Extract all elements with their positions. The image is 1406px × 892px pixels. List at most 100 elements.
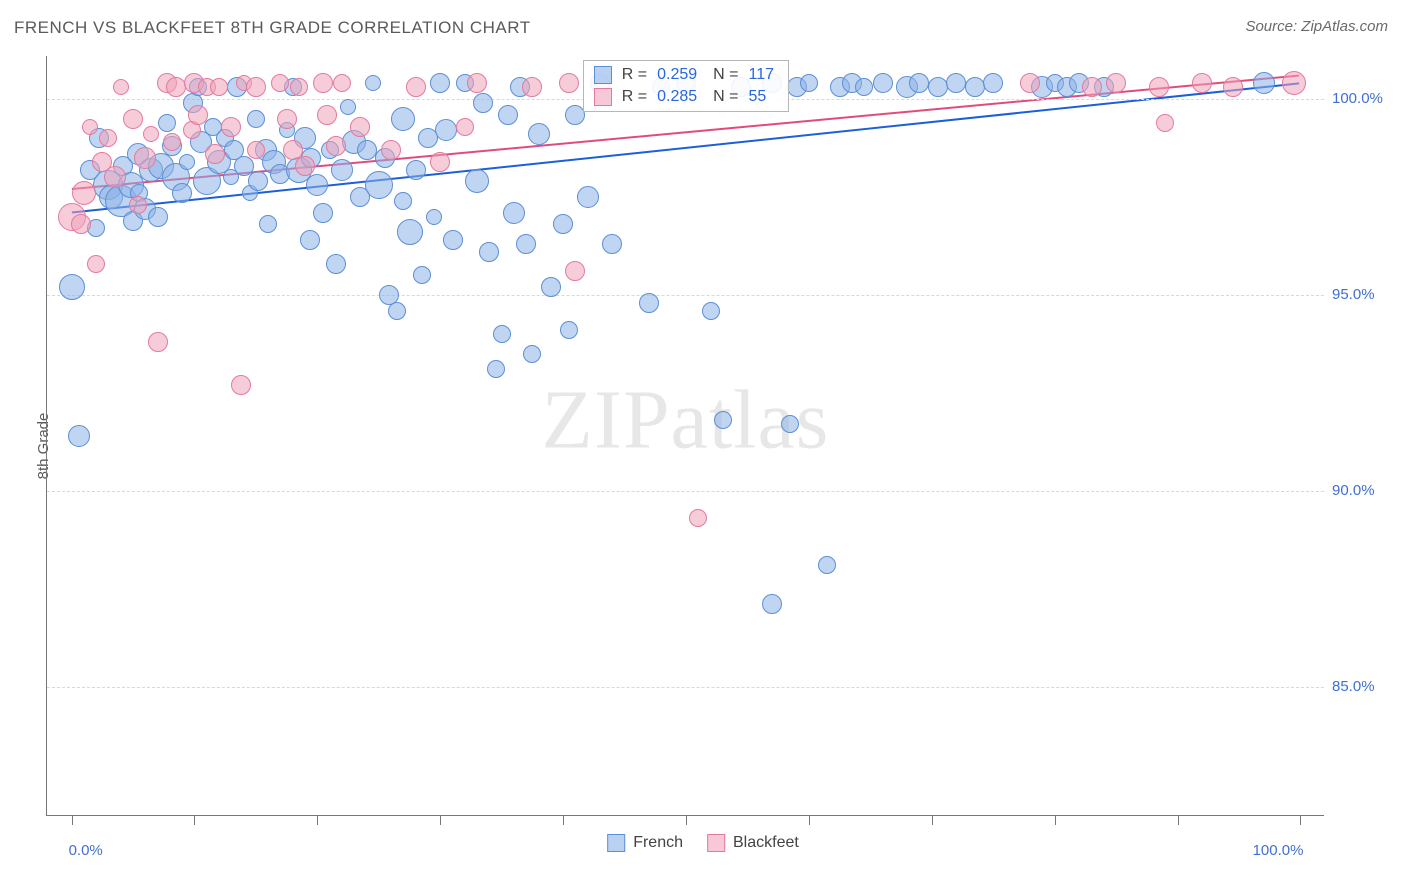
data-point: [559, 73, 579, 93]
x-tick-label: 100.0%: [1253, 842, 1304, 874]
data-point: [317, 105, 337, 125]
data-point: [1149, 77, 1169, 97]
data-point: [493, 325, 511, 343]
correlation-legend: R =0.259N =117R =0.285N =55: [583, 60, 789, 112]
data-point: [290, 78, 308, 96]
data-point: [231, 375, 251, 395]
data-point: [1282, 71, 1306, 95]
data-point: [965, 77, 985, 97]
data-point: [528, 123, 550, 145]
data-point: [340, 99, 356, 115]
data-point: [394, 192, 412, 210]
data-point: [1192, 73, 1212, 93]
n-value: 55: [748, 88, 766, 106]
x-tick: [1055, 816, 1056, 825]
data-point: [68, 425, 90, 447]
legend-stats-row: R = 0.285 N = 55: [584, 86, 788, 108]
data-point: [873, 73, 893, 93]
data-point: [430, 152, 450, 172]
data-point: [143, 126, 159, 142]
data-point: [365, 171, 393, 199]
x-tick: [1178, 816, 1179, 825]
data-point: [246, 77, 266, 97]
data-point: [406, 160, 426, 180]
data-point: [247, 141, 265, 159]
x-tick: [563, 816, 564, 825]
data-point: [928, 77, 948, 97]
legend-swatch: [594, 88, 612, 106]
data-point: [523, 345, 541, 363]
x-tick: [317, 816, 318, 825]
data-point: [1253, 72, 1275, 94]
data-point: [467, 73, 487, 93]
data-point: [59, 274, 85, 300]
r-prefix: R =: [622, 66, 647, 84]
data-point: [430, 73, 450, 93]
data-point: [503, 202, 525, 224]
data-point: [172, 183, 192, 203]
r-value: 0.285: [657, 88, 697, 106]
data-point: [113, 79, 129, 95]
legend-swatch: [607, 834, 625, 852]
data-point: [498, 105, 518, 125]
data-point: [426, 209, 442, 225]
r-prefix: R =: [622, 88, 647, 106]
x-tick: [194, 816, 195, 825]
data-point: [516, 234, 536, 254]
data-point: [702, 302, 720, 320]
data-point: [179, 154, 195, 170]
y-tick-label: 90.0%: [1332, 482, 1375, 499]
data-point: [277, 109, 297, 129]
y-tick-label: 85.0%: [1332, 678, 1375, 695]
data-point: [300, 230, 320, 250]
data-point: [234, 156, 254, 176]
data-point: [391, 107, 415, 131]
data-point: [946, 73, 966, 93]
data-point: [909, 73, 929, 93]
data-point: [306, 174, 328, 196]
x-tick-label: 0.0%: [69, 842, 103, 874]
data-point: [553, 214, 573, 234]
data-point: [1223, 77, 1243, 97]
legend-swatch: [707, 834, 725, 852]
n-prefix: N =: [713, 88, 738, 106]
data-point: [148, 332, 168, 352]
x-tick: [809, 816, 810, 825]
data-point: [259, 215, 277, 233]
legend-item: Blackfeet: [707, 834, 799, 852]
data-point: [365, 75, 381, 91]
data-point: [71, 214, 91, 234]
data-point: [148, 207, 168, 227]
data-point: [983, 73, 1003, 93]
x-tick: [72, 816, 73, 825]
data-point: [781, 415, 799, 433]
data-point: [87, 255, 105, 273]
data-point: [487, 360, 505, 378]
series-legend: French Blackfeet: [607, 834, 799, 852]
data-point: [541, 277, 561, 297]
data-point: [577, 186, 599, 208]
legend-label: Blackfeet: [733, 834, 799, 852]
y-tick-label: 95.0%: [1332, 286, 1375, 303]
data-point: [443, 230, 463, 250]
data-point: [72, 181, 96, 205]
data-point: [1106, 73, 1126, 93]
n-prefix: N =: [713, 66, 738, 84]
data-point: [602, 234, 622, 254]
data-point: [1156, 114, 1174, 132]
data-point: [247, 110, 265, 128]
chart-title: FRENCH VS BLACKFEET 8TH GRADE CORRELATIO…: [14, 18, 531, 38]
data-point: [326, 136, 346, 156]
data-point: [134, 147, 156, 169]
legend-label: French: [633, 834, 683, 852]
data-point: [855, 78, 873, 96]
data-point: [158, 114, 176, 132]
data-point: [413, 266, 431, 284]
data-point: [639, 293, 659, 313]
data-point: [714, 411, 732, 429]
data-point: [1082, 77, 1102, 97]
data-point: [99, 129, 117, 147]
data-point: [456, 118, 474, 136]
data-point: [248, 171, 268, 191]
data-point: [188, 105, 208, 125]
